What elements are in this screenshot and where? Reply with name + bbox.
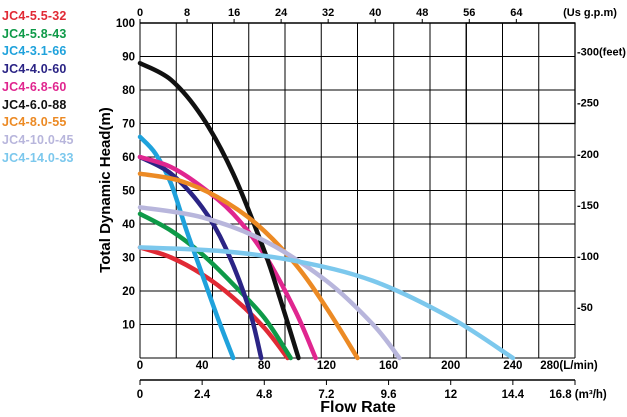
- legend-item: JC4-8.0-55: [2, 114, 74, 132]
- top-tick-label: (Us g.p.m): [563, 7, 617, 19]
- y-tick-label: 70: [122, 119, 135, 131]
- left-axis-head: 10 20 30 40 50 60 70 80 90 100: [116, 18, 135, 332]
- y-axis-label: Total Dynamic Head(m): [97, 107, 114, 273]
- legend-item: JC4-6.8-60: [2, 79, 74, 97]
- right-tick-label: -50: [577, 302, 593, 314]
- y-tick-label: 100: [116, 18, 135, 30]
- y-tick-label: 80: [122, 85, 135, 97]
- top-tick-label: 16: [228, 7, 240, 19]
- m3h-tick-label: 14.4: [502, 389, 525, 401]
- right-tick-label: -100: [577, 251, 599, 263]
- x-tick-label: 80: [258, 360, 271, 372]
- x-tick-label: 160: [379, 360, 398, 372]
- series-curve-jc4-14-0-33: [140, 247, 513, 358]
- right-tick-label: -250: [577, 98, 599, 110]
- m3h-tick-label: 0: [137, 389, 143, 401]
- legend-item: JC4-14.0-33: [2, 150, 74, 168]
- x-tick-label: 40: [196, 360, 209, 372]
- legend-item: JC4-4.0-60: [2, 61, 74, 79]
- right-tick-label: -300(feet): [577, 47, 626, 59]
- m3h-tick-label: 4.8: [256, 389, 273, 401]
- x-tick-label: 0: [137, 360, 143, 372]
- right-tick-label: -200: [577, 149, 599, 161]
- y-tick-label: 10: [122, 320, 135, 332]
- x-tick-label: 120: [317, 360, 336, 372]
- legend-item: JC4-5.5-32: [2, 8, 74, 26]
- x-tick-label: 280(L/min): [540, 360, 598, 372]
- m3h-tick-label: 2.4: [194, 389, 211, 401]
- y-tick-label: 50: [122, 186, 135, 198]
- top-tick-label: 8: [184, 7, 190, 19]
- right-tick-label: -150: [577, 200, 599, 212]
- top-tick-label: 48: [416, 7, 428, 19]
- bottom-axis-lmin: 0 40 80 120 160 200 240 280(L/min): [137, 360, 598, 372]
- m3h-tick-label: 12: [444, 389, 457, 401]
- x-axis-label: Flow Rate: [320, 399, 396, 412]
- y-tick-label: 30: [122, 253, 135, 265]
- legend-item: JC4-3.1-66: [2, 43, 74, 61]
- legend-item: JC4-6.0-88: [2, 97, 74, 115]
- top-axis-gpm: 0 8 16 24 32 40 48 56 64 (Us g.p.m): [137, 7, 617, 23]
- x-tick-label: 200: [441, 360, 460, 372]
- grid-frame-box: [466, 23, 575, 124]
- m3h-tick-label: 16.8 (m³/h): [549, 389, 607, 401]
- top-tick-label: 40: [369, 7, 381, 19]
- top-tick-label: 24: [275, 7, 288, 19]
- y-tick-label: 40: [122, 219, 135, 231]
- top-tick-label: 0: [137, 7, 143, 19]
- series-layer: [140, 63, 513, 358]
- y-tick-label: 60: [122, 152, 135, 164]
- top-tick-label: 64: [510, 7, 523, 19]
- right-axis-feet: -50 -100 -150 -200 -250 -300(feet): [577, 47, 626, 314]
- y-tick-label: 20: [122, 286, 135, 298]
- top-tick-label: 56: [463, 7, 475, 19]
- top-tick-label: 32: [322, 7, 334, 19]
- y-tick-label: 90: [122, 52, 135, 64]
- legend-item: JC4-10.0-45: [2, 132, 74, 150]
- legend-item: JC4-5.8-43: [2, 26, 74, 44]
- x-tick-label: 240: [503, 360, 522, 372]
